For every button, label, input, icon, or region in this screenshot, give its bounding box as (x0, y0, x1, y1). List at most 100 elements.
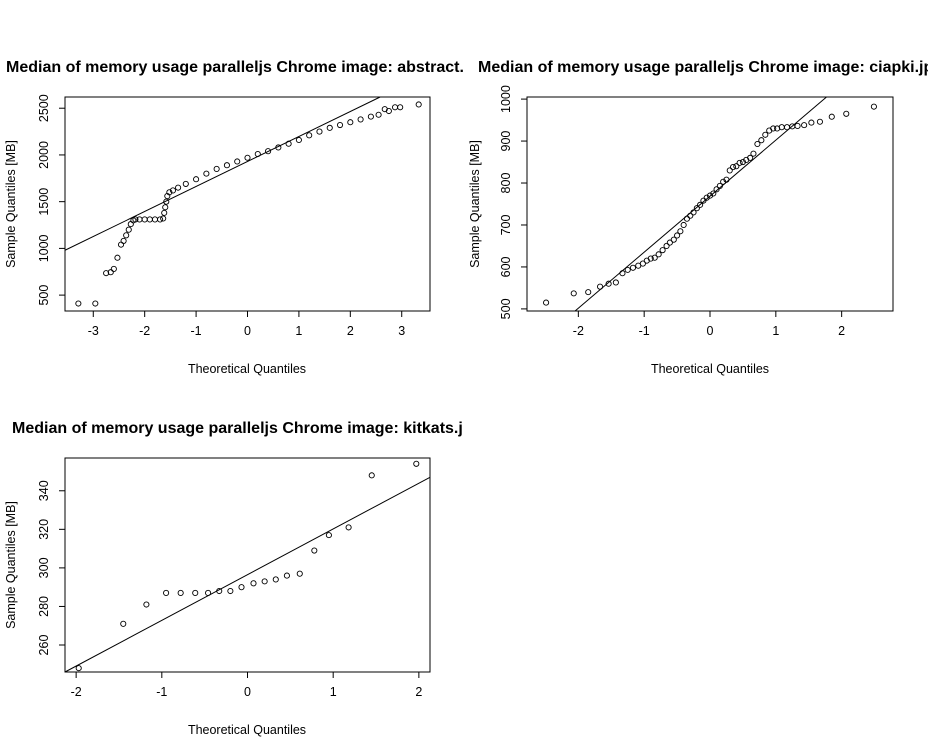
data-point (687, 212, 694, 219)
y-tick-label: 500 (499, 298, 513, 319)
axis-ticks: -2 -1 0 1 2 260 280 300 320 340 (37, 480, 422, 699)
data-point (397, 104, 404, 111)
data-point (166, 189, 173, 196)
data-point (283, 572, 290, 579)
data-point (770, 125, 777, 132)
data-point (683, 215, 691, 222)
y-axis-label: Sample Quantiles [MB] (4, 140, 18, 268)
y-axis-label: Sample Quantiles [MB] (4, 501, 18, 629)
data-point (110, 265, 117, 272)
data-point (163, 589, 170, 597)
qq-reference-line (574, 96, 827, 312)
y-axis-label: Sample Quantiles [MB] (468, 140, 482, 268)
data-point (216, 587, 223, 595)
data-point (619, 270, 626, 277)
data-point (175, 184, 182, 191)
data-points (64, 460, 431, 673)
data-point (729, 164, 737, 171)
data-point (693, 205, 700, 212)
data-point (624, 266, 631, 273)
qq-reference-line (64, 96, 381, 251)
qq-panel-abstract: Median of memory usage paralleljs Chrome… (4, 59, 464, 376)
data-point (778, 124, 785, 131)
data-point (543, 299, 550, 306)
data-point (385, 107, 392, 115)
x-tick-label: 1 (772, 324, 779, 338)
y-tick-label: 500 (37, 285, 51, 306)
plot-frame (64, 96, 431, 312)
data-point (629, 264, 637, 271)
data-points (543, 96, 877, 312)
data-point (677, 228, 684, 235)
data-point (326, 124, 333, 131)
data-point (177, 589, 184, 597)
data-point (716, 182, 723, 190)
data-point (674, 232, 681, 239)
data-point (123, 232, 130, 239)
y-tick-label: 340 (37, 480, 51, 501)
x-axis-label: Theoretical Quantiles (651, 362, 769, 376)
title-background (470, 50, 928, 80)
x-tick-label: -1 (191, 324, 202, 338)
data-point (157, 216, 164, 223)
x-tick-label: -2 (139, 324, 150, 338)
x-tick-label: 2 (347, 324, 354, 338)
data-point (250, 580, 257, 587)
y-tick-label: 1500 (37, 188, 51, 216)
data-point (816, 118, 823, 125)
data-point (272, 576, 279, 583)
data-point (415, 101, 422, 108)
data-point (747, 154, 754, 161)
x-tick-label: 2 (415, 685, 422, 699)
data-point (612, 279, 619, 286)
data-point (227, 587, 234, 595)
data-point (605, 280, 612, 287)
data-point (182, 180, 189, 187)
x-tick-label: 0 (244, 685, 251, 699)
data-point (651, 254, 658, 261)
y-tick-label: 320 (37, 519, 51, 540)
data-point (127, 221, 134, 228)
data-point (107, 269, 114, 276)
data-point (762, 131, 769, 138)
data-point (828, 113, 835, 120)
data-point (296, 570, 303, 577)
data-point (647, 255, 654, 262)
data-point (192, 589, 199, 597)
x-tick-label: -2 (71, 685, 82, 699)
data-point (347, 119, 354, 126)
data-point (114, 254, 121, 261)
data-point (726, 167, 733, 174)
chart-title: Median of memory usage paralleljs Chrome… (12, 420, 463, 437)
plot-frame (64, 457, 431, 673)
data-point (261, 578, 268, 585)
x-tick-label: -1 (639, 324, 650, 338)
data-point (870, 103, 877, 110)
y-tick-label: 900 (499, 131, 513, 152)
data-point (120, 237, 127, 244)
chart-title: Median of memory usage paralleljs Chrome… (478, 59, 928, 76)
data-point (275, 144, 282, 151)
qq-panel-ciapki: Median of memory usage paralleljs Chrome… (468, 50, 928, 376)
data-point (265, 148, 272, 155)
qq-reference-line (64, 476, 431, 673)
data-point (801, 122, 808, 129)
x-tick-label: 0 (244, 324, 251, 338)
x-tick-label: 2 (838, 324, 845, 338)
axis-ticks: -2 -1 0 1 2 500 600 700 800 900 1000 (499, 85, 845, 338)
x-tick-label: -3 (88, 324, 99, 338)
data-point (234, 158, 241, 165)
plot-frame (526, 96, 894, 312)
data-point (238, 584, 245, 591)
y-tick-label: 700 (499, 215, 513, 236)
data-point (311, 547, 318, 554)
data-point (205, 589, 212, 597)
data-point (367, 113, 374, 120)
data-point (697, 201, 704, 208)
data-point (345, 524, 352, 531)
data-point (659, 247, 666, 254)
data-point (316, 128, 323, 135)
data-point (666, 239, 673, 246)
data-point (117, 241, 125, 248)
